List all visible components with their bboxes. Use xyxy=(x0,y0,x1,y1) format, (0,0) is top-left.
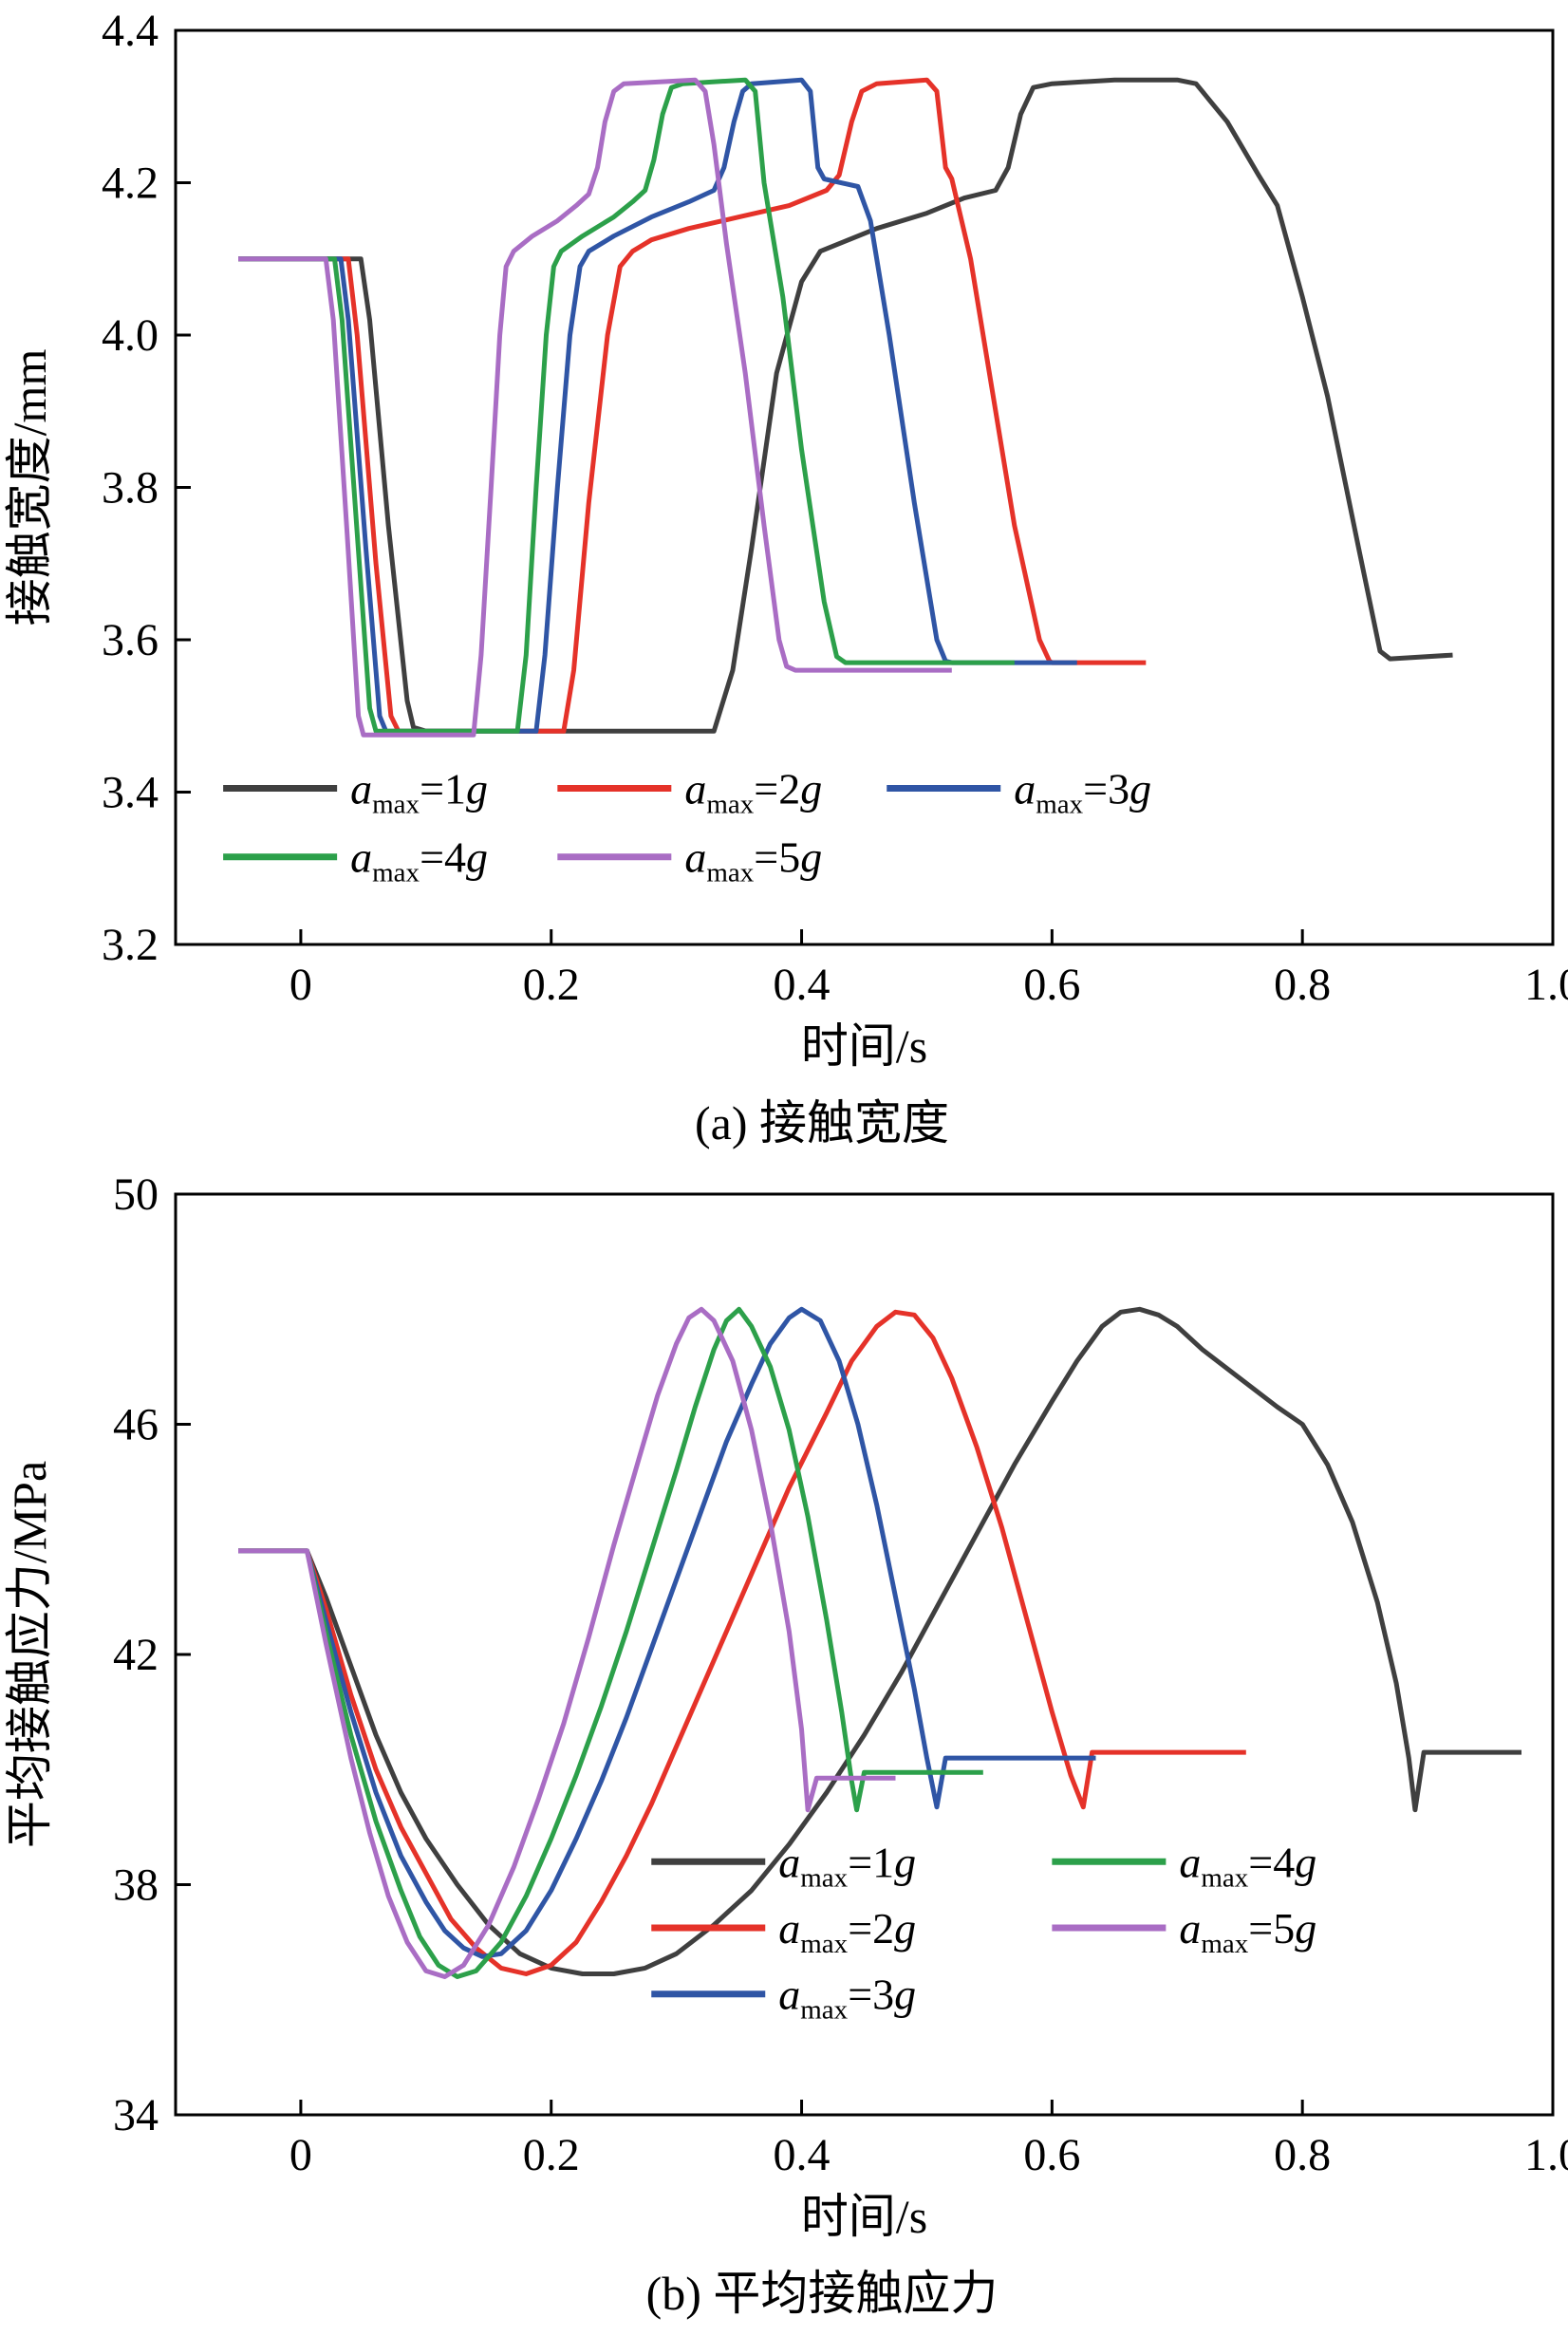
x-tick-label: 0 xyxy=(289,2130,312,2180)
y-tick-label: 46 xyxy=(113,1400,159,1450)
y-axis-label: 平均接触应力/MPa xyxy=(3,1461,56,1848)
series-a_max=5g xyxy=(238,1306,896,1979)
x-axis-label: 时间/s xyxy=(801,1019,927,1073)
y-tick-label: 3.4 xyxy=(102,768,159,818)
legend-label: amax=1g xyxy=(778,1838,916,1893)
legend-label: amax=2g xyxy=(778,1904,916,1959)
chart-a-caption: (a) 接触宽度 xyxy=(695,1096,949,1149)
chart-a-canvas: 0 0.2 0.4 0.6 0.8 1.0 3.2 3.4 3.6 3.8 4.0 4.2 4.4 时间/… xyxy=(3,9,1568,1073)
series-a_max=3g xyxy=(238,1306,1096,1959)
x-tick-label: 0.4 xyxy=(774,960,831,1010)
x-tick-label: 0.6 xyxy=(1023,960,1080,1010)
x-tick-label: 0.8 xyxy=(1274,960,1331,1010)
chart-a-figure: 0 0.2 0.4 0.6 0.8 1.0 3.2 3.4 3.6 3.8 4.0 4.2 4.4 时间/… xyxy=(0,9,1568,1152)
y-axis-label: 接触宽度/mm xyxy=(3,349,56,626)
series-a_max=1g xyxy=(238,77,1453,734)
y-tick-label: 38 xyxy=(113,1860,159,1911)
legend-label: amax=4g xyxy=(1179,1838,1316,1893)
legend-label: amax=5g xyxy=(684,833,822,888)
x-axis-label: 时间/s xyxy=(801,2190,927,2243)
x-tick-label: 1.0 xyxy=(1524,960,1568,1010)
series-a_max=4g xyxy=(238,77,1015,734)
series-a_max=5g xyxy=(238,77,952,738)
x-tick-label: 0.4 xyxy=(774,2130,831,2180)
legend-label: amax=1g xyxy=(350,764,488,819)
legend-label: amax=3g xyxy=(778,1971,916,2026)
x-tick-label: 0.6 xyxy=(1023,2130,1080,2180)
legend-label: amax=3g xyxy=(1014,764,1151,819)
y-tick-label: 42 xyxy=(113,1630,159,1680)
x-tick-label: 0 xyxy=(289,960,312,1010)
y-tick-label: 3.2 xyxy=(102,920,159,970)
y-tick-label: 50 xyxy=(113,1169,159,1220)
x-tick-label: 1.0 xyxy=(1524,2130,1568,2180)
series-a_max=4g xyxy=(238,1306,983,1979)
x-tick-label: 0.2 xyxy=(523,960,580,1010)
y-tick-label: 34 xyxy=(113,2090,159,2140)
y-tick-label: 4.4 xyxy=(102,9,159,56)
y-tick-label: 4.2 xyxy=(102,159,159,209)
y-tick-label: 3.6 xyxy=(102,615,159,665)
y-tick-label: 4.0 xyxy=(102,310,159,361)
legend-label: amax=2g xyxy=(684,764,822,819)
x-tick-label: 0.2 xyxy=(523,2130,580,2180)
chart-b-caption: (b) 平均接触应力 xyxy=(645,2267,999,2320)
series-a_max=2g xyxy=(238,1309,1246,1976)
legend-label: amax=5g xyxy=(1179,1904,1316,1959)
series-a_max=1g xyxy=(238,1306,1521,1976)
chart-b-figure: 0 0.2 0.4 0.6 0.8 1.0 34 38 42 46 50 时间/s 平均接触应力/MPa… xyxy=(0,1166,1568,2323)
chart-b-canvas: 0 0.2 0.4 0.6 0.8 1.0 34 38 42 46 50 时间/s 平均接触应力/MPa… xyxy=(3,1169,1568,2243)
legend-label: amax=4g xyxy=(350,833,488,888)
y-tick-label: 3.8 xyxy=(102,463,159,514)
x-tick-label: 0.8 xyxy=(1274,2130,1331,2180)
